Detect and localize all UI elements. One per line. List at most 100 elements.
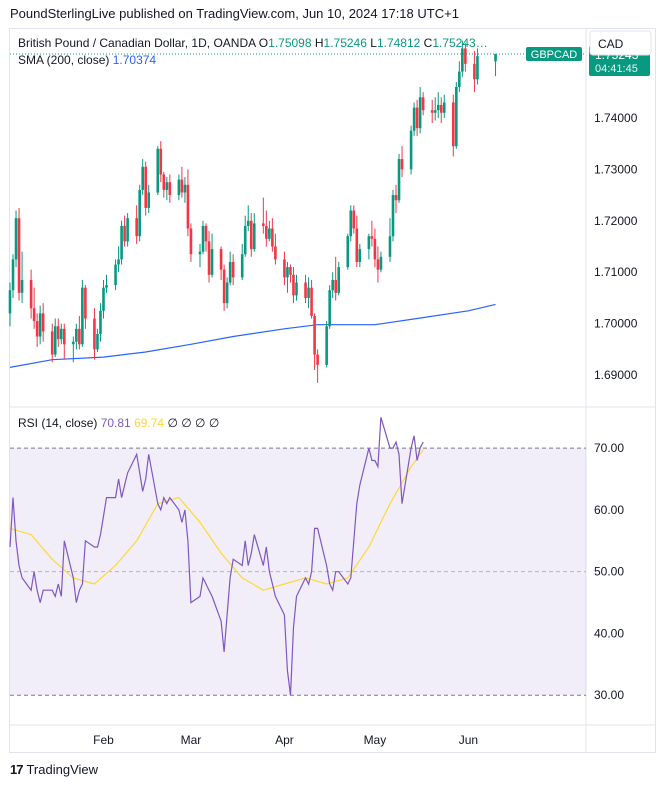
- candle-body[interactable]: [461, 48, 464, 72]
- candle-body[interactable]: [458, 71, 461, 88]
- candle-body[interactable]: [334, 279, 337, 293]
- candle-body[interactable]: [289, 267, 292, 275]
- candle-body[interactable]: [243, 225, 247, 255]
- candle-body[interactable]: [262, 223, 265, 226]
- candle-body[interactable]: [464, 48, 467, 64]
- candle-body[interactable]: [283, 259, 286, 278]
- candle-body[interactable]: [231, 261, 235, 278]
- candle-body[interactable]: [53, 326, 57, 355]
- candle-body[interactable]: [274, 246, 277, 260]
- candle-body[interactable]: [20, 279, 24, 293]
- candle-body[interactable]: [8, 290, 12, 314]
- candle-body[interactable]: [225, 282, 229, 304]
- candle-body[interactable]: [11, 259, 15, 291]
- candle-body[interactable]: [379, 256, 383, 270]
- candle-body[interactable]: [268, 228, 271, 239]
- candle-body[interactable]: [81, 287, 84, 345]
- candle-body[interactable]: [400, 159, 404, 170]
- candle-body[interactable]: [180, 179, 184, 193]
- currency-button[interactable]: [589, 30, 652, 56]
- candle-body[interactable]: [436, 105, 440, 111]
- candle-body[interactable]: [331, 279, 334, 291]
- candle-body[interactable]: [473, 63, 476, 80]
- candle-body[interactable]: [355, 228, 359, 262]
- candle-body[interactable]: [144, 166, 148, 208]
- candle-body[interactable]: [249, 220, 253, 250]
- candle-body[interactable]: [307, 287, 310, 298]
- candle-body[interactable]: [316, 354, 319, 365]
- candle-body[interactable]: [165, 182, 169, 190]
- candle-body[interactable]: [222, 269, 226, 304]
- candle-body[interactable]: [295, 282, 298, 296]
- candle-body[interactable]: [183, 184, 187, 193]
- candle-body[interactable]: [476, 56, 479, 80]
- candle-body[interactable]: [186, 184, 190, 229]
- candle-body[interactable]: [96, 333, 99, 350]
- candle-body[interactable]: [352, 210, 356, 229]
- candle-body[interactable]: [99, 310, 102, 334]
- candle-body[interactable]: [147, 192, 151, 208]
- candle-body[interactable]: [84, 287, 87, 319]
- candle-body[interactable]: [349, 210, 353, 237]
- candle-body[interactable]: [32, 308, 36, 322]
- candle-body[interactable]: [114, 264, 117, 286]
- candle-body[interactable]: [452, 102, 455, 147]
- candle-body[interactable]: [168, 182, 172, 196]
- candle-body[interactable]: [207, 241, 211, 275]
- candle-body[interactable]: [219, 249, 223, 270]
- candle-body[interactable]: [78, 328, 81, 345]
- candle-body[interactable]: [189, 228, 193, 255]
- candle-body[interactable]: [105, 285, 108, 288]
- candle-body[interactable]: [102, 287, 105, 311]
- candle-body[interactable]: [313, 315, 316, 355]
- candle-body[interactable]: [442, 102, 446, 113]
- candle-body[interactable]: [159, 148, 163, 175]
- candle-body[interactable]: [141, 166, 144, 190]
- candle-body[interactable]: [421, 97, 425, 111]
- candle-body[interactable]: [138, 189, 141, 237]
- candle-body[interactable]: [455, 87, 458, 147]
- candle-body[interactable]: [198, 251, 202, 255]
- candle-body[interactable]: [135, 218, 138, 237]
- candle-body[interactable]: [14, 218, 18, 260]
- candle-body[interactable]: [394, 195, 398, 201]
- candle-body[interactable]: [271, 228, 274, 247]
- candle-body[interactable]: [246, 220, 250, 226]
- candle-body[interactable]: [265, 225, 268, 239]
- candle-body[interactable]: [415, 107, 419, 129]
- candle-body[interactable]: [56, 326, 60, 340]
- candle-body[interactable]: [117, 259, 120, 265]
- candle-body[interactable]: [409, 130, 413, 170]
- candle-body[interactable]: [210, 249, 214, 275]
- candle-body[interactable]: [93, 318, 96, 350]
- candle-body[interactable]: [388, 236, 392, 257]
- candle-body[interactable]: [123, 225, 126, 242]
- candle-body[interactable]: [373, 238, 377, 260]
- candle-body[interactable]: [50, 331, 54, 355]
- candle-body[interactable]: [126, 218, 129, 242]
- candle-body[interactable]: [310, 287, 313, 316]
- candle-body[interactable]: [228, 261, 232, 283]
- candle-body[interactable]: [304, 282, 307, 298]
- candle-body[interactable]: [346, 236, 350, 268]
- candle-body[interactable]: [120, 225, 123, 260]
- candle-body[interactable]: [337, 267, 341, 293]
- candle-body[interactable]: [328, 290, 331, 327]
- candle-body[interactable]: [201, 225, 205, 252]
- candle-body[interactable]: [439, 105, 443, 113]
- candle-body[interactable]: [162, 174, 166, 190]
- candle-body[interactable]: [376, 259, 380, 270]
- candle-body[interactable]: [204, 225, 208, 242]
- candle-body[interactable]: [292, 274, 295, 296]
- candle-body[interactable]: [35, 321, 39, 337]
- candle-body[interactable]: [38, 313, 42, 337]
- tradingview-footer[interactable]: 17 TradingView: [10, 762, 98, 777]
- candle-body[interactable]: [391, 195, 395, 237]
- candle-body[interactable]: [62, 328, 66, 345]
- candle-body[interactable]: [240, 254, 244, 278]
- candle-body[interactable]: [29, 279, 33, 309]
- candle-body[interactable]: [370, 236, 374, 239]
- candle-body[interactable]: [433, 110, 437, 113]
- candle-body[interactable]: [17, 218, 21, 293]
